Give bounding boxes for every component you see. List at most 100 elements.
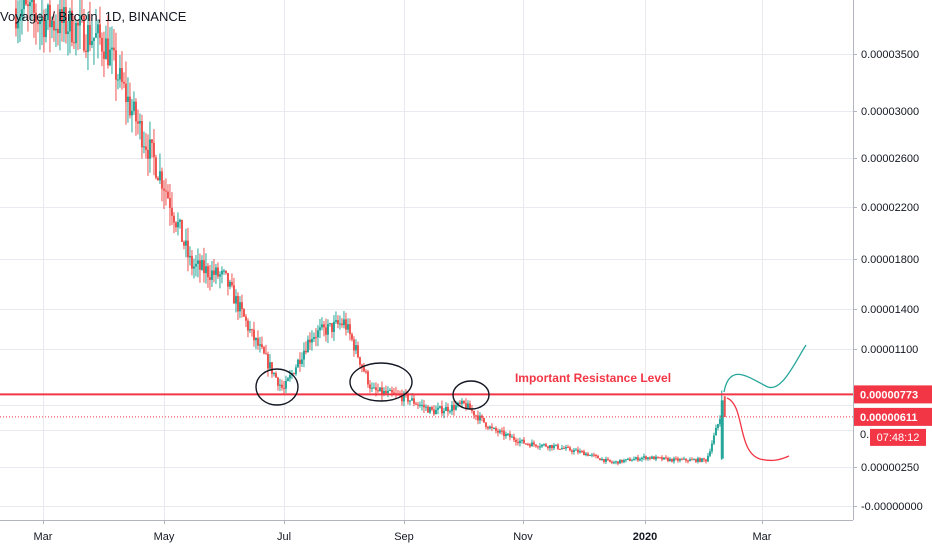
candle-body [388,390,391,392]
candle-body [150,139,153,143]
candle-body [650,456,653,459]
candle-body [614,461,617,463]
candle-body [182,241,185,246]
candle-body [576,449,579,453]
candle-body [224,270,227,274]
candle-body [718,419,721,425]
candle-body [648,457,651,459]
candle-body [510,436,513,438]
candle-body [76,22,79,26]
candle-body [584,453,587,456]
candle-body [24,0,27,5]
candle-body [138,121,141,124]
candle-body [578,451,581,453]
resistance-annotation: Important Resistance Level [515,371,671,385]
candle-body [86,25,89,52]
candle-body [498,430,501,433]
candle-body [474,415,477,417]
candle-body [362,366,365,372]
candle-body [526,443,529,445]
candle-body [188,255,191,258]
candle-body [228,281,231,287]
candle-body [96,24,99,34]
candle-body [220,270,223,275]
candle-body [108,49,111,66]
candle-body [32,0,35,13]
candle-body [572,450,575,452]
candle-body [672,458,675,462]
candle-body [600,458,603,461]
candle-body [102,51,105,59]
candle-body [704,459,707,462]
candle-body [52,20,55,31]
candle-body [14,8,17,29]
candle-body [338,323,341,325]
candle-body [302,350,305,360]
candle-body [580,451,583,453]
candle-body [88,25,91,46]
candle-body [70,10,73,43]
candle-body [354,345,357,351]
candle-body [346,324,349,330]
candle-body [272,373,275,375]
candle-body [262,347,265,354]
candle-body [480,415,483,418]
candle-body [508,433,511,438]
candle-body [350,334,353,340]
candle-body [596,455,599,459]
y-tick-label: 0.00003000 [861,106,919,118]
price-axis[interactable]: 0.00003500 0.00003000 0.00002600 0.00002200… [853,49,923,513]
candle-body [134,101,137,122]
candle-body [144,146,147,150]
candle-body [160,171,163,189]
candle-body [644,456,647,460]
candle-body [80,15,83,17]
candle-body [696,458,699,462]
candle-body [30,0,33,3]
candle-body [608,459,611,462]
candle-body [234,296,237,304]
resistance-test-ellipse [255,368,299,406]
candle-body [532,442,535,445]
candle-body [162,188,165,191]
candle-body [702,458,705,460]
candle-body [562,448,565,450]
candle-body [42,16,45,38]
candle-body [546,446,549,449]
candle-body [374,387,377,391]
candle-body [166,191,169,198]
time-axis[interactable]: Mar May Jul Sep Nov 2020 Mar [34,520,772,543]
candle-body [322,324,325,328]
candle-body [402,392,405,402]
candle-body [538,446,541,448]
candle-body [308,339,311,343]
candle-body [240,302,243,310]
candle-body [430,407,433,410]
candle-body [206,266,209,278]
candle-body [344,319,347,330]
candle-body [186,240,189,258]
candle-body [466,403,469,409]
candle-body [168,197,171,208]
candle-body [698,458,701,462]
candle-body [222,270,225,272]
candle-body [476,415,479,421]
candle-body [414,403,417,405]
candle-body [46,4,49,20]
candle-body [492,427,495,429]
candle-body [586,453,589,456]
candle-body [590,454,593,456]
candle-body [486,426,489,429]
resistance-test-ellipse [452,380,490,410]
candle-body [610,461,613,463]
candle-body [200,260,203,270]
price-labels: 0. 0.00000773 0.00000611 07:48:12 [854,385,932,446]
projection-down-path [726,397,790,462]
candle-body [626,458,629,460]
candle-body [560,448,563,450]
candle-body [184,240,187,246]
candle-body [482,417,485,423]
candle-body [622,460,625,463]
